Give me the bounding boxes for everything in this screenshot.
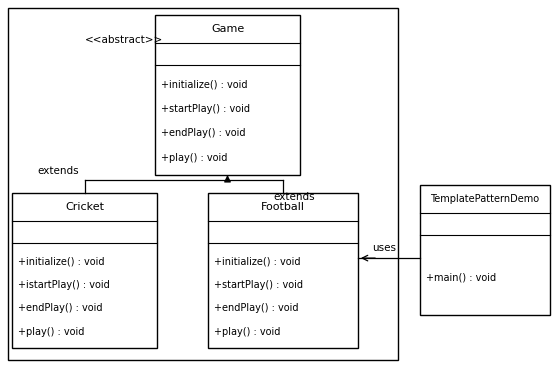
Text: +play() : void: +play() : void [18, 327, 85, 337]
Text: Cricket: Cricket [65, 202, 104, 212]
Text: +play() : void: +play() : void [161, 153, 227, 163]
Text: uses: uses [372, 243, 396, 253]
Text: +initialize() : void: +initialize() : void [18, 257, 105, 267]
Text: Football: Football [261, 202, 305, 212]
Text: +endPlay() : void: +endPlay() : void [161, 128, 245, 138]
Text: +initialize() : void: +initialize() : void [161, 80, 248, 90]
Text: +startPlay() : void: +startPlay() : void [214, 280, 303, 290]
Bar [8, 8, 398, 360]
Text: extends: extends [273, 192, 315, 202]
Text: +main() : void: +main() : void [426, 273, 496, 283]
Text: extends: extends [38, 166, 80, 176]
Text: +startPlay() : void: +startPlay() : void [161, 104, 250, 114]
Bar [208, 193, 358, 348]
Bar [420, 185, 550, 315]
Text: +initialize() : void: +initialize() : void [214, 257, 301, 267]
Bar [155, 15, 300, 175]
Bar [12, 193, 157, 348]
Text: +istartPlay() : void: +istartPlay() : void [18, 280, 110, 290]
Text: <<abstract>>: <<abstract>> [85, 35, 164, 45]
Text: TemplatePatternDemo: TemplatePatternDemo [431, 194, 540, 204]
Text: +play() : void: +play() : void [214, 327, 281, 337]
Text: +endPlay() : void: +endPlay() : void [214, 303, 298, 313]
Text: +endPlay() : void: +endPlay() : void [18, 303, 102, 313]
Text: Game: Game [211, 24, 244, 34]
